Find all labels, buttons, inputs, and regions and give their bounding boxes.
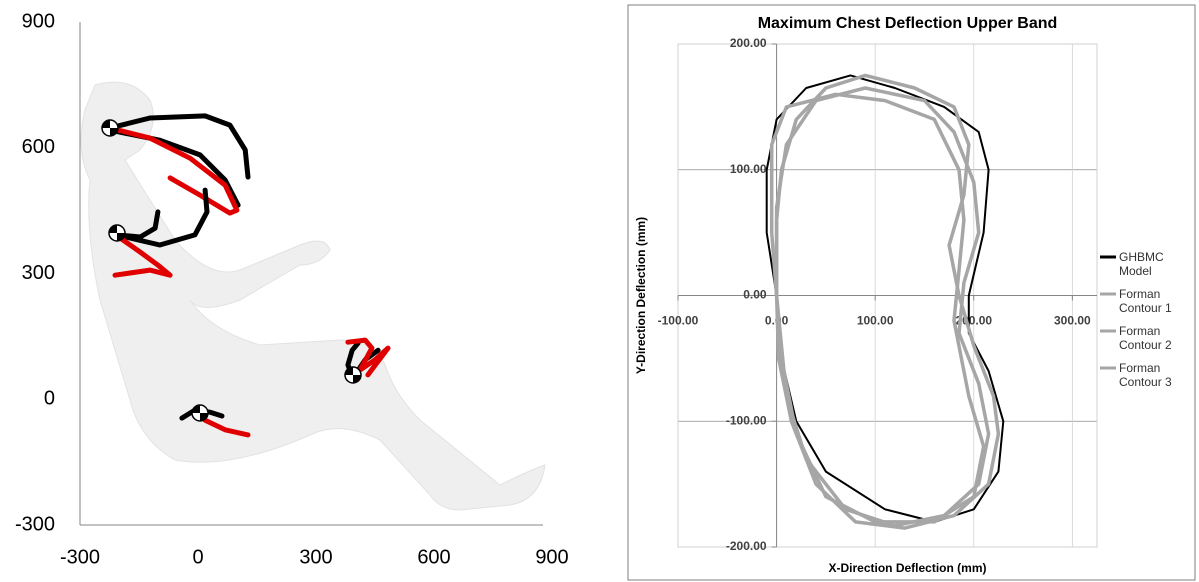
legend-label: Forman Contour 2 [1119, 324, 1181, 352]
legend-label: GHBMC Model [1119, 250, 1181, 278]
x-axis-label: X-Direction Deflection (mm) [828, 561, 986, 575]
series-line [772, 94, 984, 522]
x-tick-label: -300 [60, 546, 100, 568]
x-tick-label: 100.00 [857, 314, 894, 328]
x-tick-label: 600 [417, 546, 450, 568]
y-axis-label: Y-Direction Deflection (mm) [634, 217, 648, 374]
y-tick-label: -100.00 [726, 413, 767, 427]
joint-marker [109, 225, 125, 241]
charts: -300 0 300 600 900 -300 0 300 600 900 -200.00 -100.… [0, 0, 1199, 582]
legend-label: Forman Contour 3 [1119, 361, 1181, 389]
y-tick-label: 600 [22, 136, 55, 158]
y-tick-label: -300 [15, 513, 55, 535]
y-tick-label: 900 [22, 10, 55, 32]
x-tick-label: -100.00 [658, 314, 699, 328]
chart-title: Maximum Chest Deflection Upper Band [758, 15, 1058, 32]
x-tick-label: 900 [535, 546, 568, 568]
y-tick-label: 300 [22, 262, 55, 284]
y-tick-label: 0 [44, 388, 55, 410]
joint-marker [345, 367, 361, 383]
legend-label: Forman Contour 1 [1119, 287, 1181, 315]
body-figure [81, 82, 545, 510]
y-tick-label: 0.00 [743, 288, 767, 302]
joint-marker [102, 120, 118, 136]
y-tick-label: 100.00 [730, 162, 767, 176]
x-tick-label: 0 [192, 546, 203, 568]
x-tick-label: 300 [299, 546, 332, 568]
y-tick-label: -200.00 [726, 539, 767, 553]
y-tick-label: 200.00 [730, 36, 767, 50]
x-tick-label: 300.00 [1054, 314, 1091, 328]
figure: -300 0 300 600 900 -300 0 300 600 900 -200.00 -100.… [0, 0, 1199, 582]
joint-marker [192, 405, 208, 421]
